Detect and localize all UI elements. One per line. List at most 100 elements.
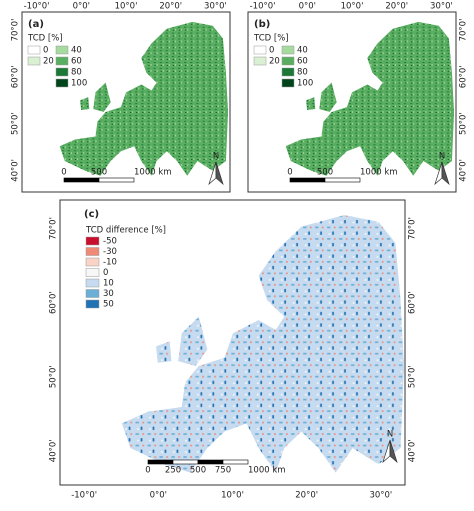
- scale-segment: [172, 459, 199, 465]
- scale-label: 0: [145, 466, 150, 476]
- legend-label: 80: [71, 68, 82, 78]
- lon-label: 0°0': [150, 491, 167, 501]
- scale-label: 0: [287, 168, 292, 178]
- scale-segment: [98, 177, 135, 183]
- scale-label: 1000 km: [248, 466, 286, 476]
- lat-label: 40°0': [11, 159, 21, 182]
- legend-swatch: [253, 56, 267, 66]
- scale-label: 1000 km: [360, 168, 398, 178]
- legend-swatch: [281, 78, 295, 88]
- legend-title: TCD [%]: [253, 34, 289, 44]
- scale-label: 500: [317, 168, 333, 178]
- lat-label: 60°0': [459, 65, 469, 88]
- lon-label: 0°0': [299, 2, 316, 12]
- legend-label: 20: [269, 57, 280, 67]
- legend-title: TCD [%]: [27, 34, 63, 44]
- scale-label: 500: [190, 466, 206, 476]
- panel-label: (b): [254, 19, 270, 30]
- lat-label: 40°0': [49, 439, 59, 462]
- legend-swatch: [27, 45, 41, 55]
- legend-swatch: [85, 236, 100, 246]
- lon-label: -10°0': [24, 2, 50, 12]
- legend-swatch: [85, 257, 100, 267]
- legend-swatch: [85, 289, 100, 298]
- legend-swatch: [55, 78, 69, 88]
- legend-label: 40: [297, 46, 308, 56]
- legend-label: 30: [103, 289, 114, 299]
- scale-segment: [197, 459, 224, 465]
- legend-label: 60: [71, 57, 82, 67]
- scale-label: 0: [61, 168, 66, 178]
- scale-label: 750: [215, 466, 231, 476]
- legend-label: 100: [71, 79, 87, 89]
- lon-label: 20°0': [385, 2, 408, 12]
- legend-title: TCD difference [%]: [85, 226, 166, 236]
- legend-label: 40: [71, 46, 82, 56]
- lat-label: 40°0': [408, 439, 418, 462]
- panel-a: [21, 11, 231, 193]
- north-arrow: [215, 161, 224, 186]
- legend-swatch: [55, 67, 69, 77]
- lat-label: 70°0': [49, 217, 59, 240]
- legend-swatch: [55, 56, 69, 66]
- lat-label: 70°0': [408, 217, 418, 240]
- lon-label: -10°0': [71, 491, 97, 501]
- lon-label: 20°0': [295, 491, 318, 501]
- legend-label: 0: [269, 46, 274, 56]
- lat-label: 60°0': [408, 291, 418, 314]
- legend-swatch: [253, 45, 267, 55]
- legend-label: -10: [103, 258, 117, 268]
- scale-segment: [222, 459, 249, 465]
- legend-label: -30: [103, 247, 117, 257]
- lon-label: 20°0': [159, 2, 182, 12]
- lon-label: 30°0': [369, 491, 392, 501]
- legend-swatch: [281, 56, 295, 66]
- lat-label: 50°0': [49, 365, 59, 388]
- scale-label: 250: [165, 466, 181, 476]
- legend-swatch: [85, 278, 100, 288]
- lat-label: 70°0': [11, 19, 21, 42]
- lon-label: 10°0': [341, 2, 364, 12]
- north-label: N: [213, 152, 219, 162]
- legend-swatch: [85, 268, 100, 277]
- scale-segment: [289, 177, 326, 183]
- lon-label: 30°0': [204, 2, 227, 12]
- north-label: N: [439, 152, 445, 162]
- legend-swatch: [55, 45, 69, 55]
- lat-label: 40°0': [459, 159, 469, 182]
- lat-label: 50°0': [459, 112, 469, 135]
- lon-label: 0°0': [73, 2, 90, 12]
- legend-label: 100: [297, 79, 313, 89]
- lon-label: 10°0': [221, 491, 244, 501]
- scale-segment: [63, 177, 100, 183]
- legend-label: 50: [103, 300, 114, 310]
- lon-label: 30°0': [430, 2, 453, 12]
- legend-swatch: [27, 56, 41, 66]
- legend-swatch: [281, 67, 295, 77]
- legend-swatch: [85, 247, 100, 256]
- legend-label: 20: [43, 57, 54, 67]
- panel-c: [59, 199, 406, 486]
- panel-b: [247, 11, 457, 193]
- lat-label: 50°0': [408, 365, 418, 388]
- legend-label: 0: [43, 46, 48, 56]
- scale-label: 1000 km: [134, 168, 172, 178]
- scale-label: 500: [91, 168, 107, 178]
- lat-label: 60°0': [11, 65, 21, 88]
- legend-label: 10: [103, 279, 114, 289]
- legend-label: -50: [103, 237, 117, 247]
- lat-label: 60°0': [49, 291, 59, 314]
- panel-label: (a): [28, 19, 44, 30]
- lon-label: 10°0': [115, 2, 138, 12]
- legend-label: 0: [103, 268, 108, 278]
- north-label: N: [387, 430, 393, 440]
- scale-segment: [324, 177, 361, 183]
- legend-label: 80: [297, 68, 308, 78]
- lon-label: -10°0': [250, 2, 276, 12]
- legend-swatch: [85, 299, 100, 309]
- north-arrow: [389, 439, 398, 464]
- panel-label: (c): [84, 209, 99, 220]
- legend-swatch: [281, 45, 295, 55]
- north-arrow: [441, 161, 450, 186]
